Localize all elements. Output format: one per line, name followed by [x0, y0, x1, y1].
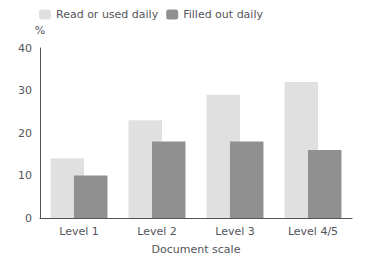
- svg-text:Level 2: Level 2: [137, 225, 177, 238]
- svg-text:Read or used daily: Read or used daily: [56, 8, 159, 21]
- svg-text:Filled out daily: Filled out daily: [183, 8, 263, 21]
- svg-text:%: %: [35, 24, 45, 37]
- svg-text:0: 0: [25, 212, 32, 225]
- svg-text:Document scale: Document scale: [152, 243, 241, 256]
- svg-text:30: 30: [18, 84, 32, 97]
- svg-text:Level 3: Level 3: [215, 225, 255, 238]
- svg-text:40: 40: [18, 42, 32, 55]
- svg-text:20: 20: [18, 127, 32, 140]
- svg-text:10: 10: [18, 169, 32, 182]
- svg-text:Level 4/5: Level 4/5: [288, 225, 338, 238]
- svg-text:Level 1: Level 1: [59, 225, 99, 238]
